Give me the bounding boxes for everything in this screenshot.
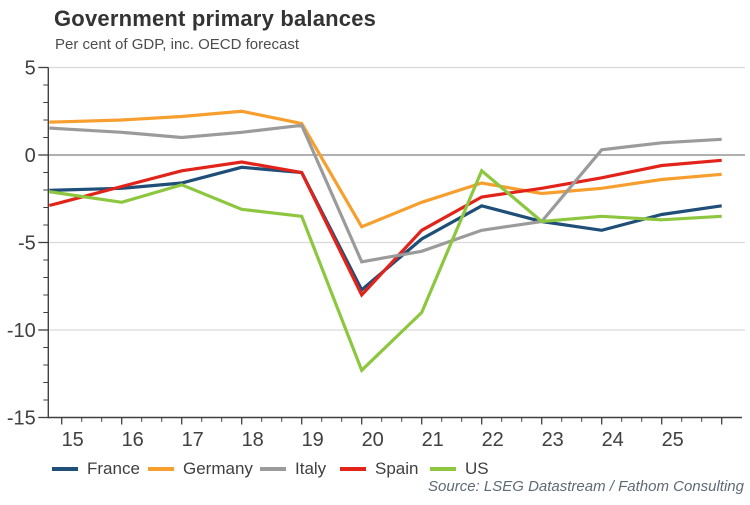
y-tick-label: -15 bbox=[7, 408, 36, 430]
series-line-italy bbox=[49, 123, 722, 264]
y-tick-label: -10 bbox=[7, 320, 36, 342]
x-tick-label: 22 bbox=[482, 429, 504, 451]
series-line-france bbox=[49, 165, 722, 293]
x-tick-label: 21 bbox=[422, 429, 444, 451]
legend-item-france: France bbox=[52, 459, 140, 479]
x-tick-label: 25 bbox=[662, 429, 684, 451]
x-tick-label: 20 bbox=[362, 429, 384, 451]
legend-swatch-france bbox=[52, 467, 78, 471]
legend-swatch-italy bbox=[260, 467, 286, 471]
x-tick-label: 16 bbox=[122, 429, 144, 451]
x-tick-label: 23 bbox=[542, 429, 564, 451]
legend-label-us: US bbox=[465, 459, 489, 478]
y-tick-label: -5 bbox=[18, 233, 36, 255]
y-tick-label: 0 bbox=[25, 145, 36, 167]
legend-item-us: US bbox=[430, 459, 489, 479]
series-line-us bbox=[49, 168, 722, 374]
legend-item-italy: Italy bbox=[260, 459, 326, 479]
legend-label-spain: Spain bbox=[375, 459, 419, 478]
x-tick-label: 18 bbox=[242, 429, 264, 451]
legend-label-germany: Germany bbox=[183, 459, 253, 478]
chart-subtitle: Per cent of GDP, inc. OECD forecast bbox=[55, 36, 299, 53]
legend-label-italy: Italy bbox=[295, 459, 327, 478]
chart-title: Government primary balances bbox=[54, 6, 377, 31]
x-tick-label: 24 bbox=[602, 429, 624, 451]
source-credit: Source: LSEG Datastream / Fathom Consult… bbox=[428, 478, 744, 495]
chart-legend: France Germany Italy Spain US bbox=[0, 459, 750, 479]
x-tick-label: 15 bbox=[62, 429, 84, 451]
legend-swatch-spain bbox=[340, 467, 366, 471]
series-line-germany bbox=[49, 109, 722, 229]
series-line-spain bbox=[48, 158, 722, 298]
legend-item-germany: Germany bbox=[148, 459, 253, 479]
legend-item-spain: Spain bbox=[340, 459, 418, 479]
x-tick-label: 19 bbox=[302, 429, 324, 451]
y-tick-label: 5 bbox=[25, 58, 36, 80]
legend-swatch-us bbox=[430, 467, 456, 471]
legend-label-france: France bbox=[87, 459, 140, 478]
legend-swatch-germany bbox=[148, 467, 174, 471]
x-tick-label: 17 bbox=[182, 429, 204, 451]
